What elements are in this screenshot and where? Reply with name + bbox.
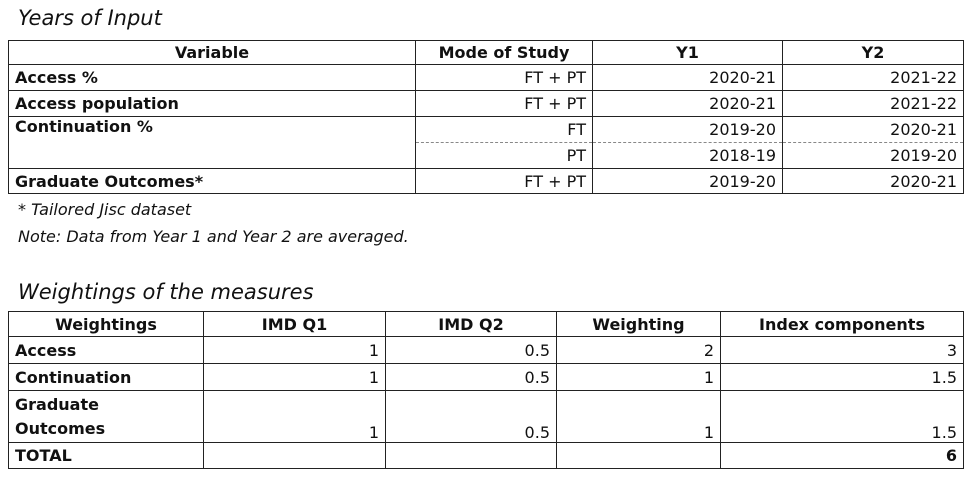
cell: Access population — [8, 90, 416, 117]
cell: 2019-20 — [592, 116, 783, 143]
cell: 1.5 — [720, 390, 964, 443]
cell: 0.5 — [385, 336, 557, 364]
cell: FT + PT — [415, 168, 593, 194]
cell — [556, 442, 721, 469]
cell — [385, 442, 557, 469]
cell: 2020-21 — [592, 64, 783, 91]
header-cell: Mode of Study — [415, 40, 593, 65]
cell: 1 — [203, 390, 386, 443]
header-cell: Variable — [8, 40, 416, 65]
cell: 2019-20 — [782, 142, 964, 169]
footnote: * Tailored Jisc dataset — [18, 200, 192, 219]
cell: 2021-22 — [782, 90, 964, 117]
cell: PT — [415, 142, 593, 169]
cell: Access — [8, 336, 204, 364]
cell — [203, 442, 386, 469]
cell: 6 — [720, 442, 964, 469]
cell: Graduate Outcomes — [8, 390, 204, 443]
header-cell: IMD Q1 — [203, 311, 386, 337]
note: Note: Data from Year 1 and Year 2 are av… — [18, 227, 409, 246]
header-cell: IMD Q2 — [385, 311, 557, 337]
cell: 1 — [203, 363, 386, 391]
section-title: Weightings of the measures — [18, 280, 314, 304]
cell: Access % — [8, 64, 416, 91]
cell: FT — [415, 116, 593, 143]
cell: FT + PT — [415, 64, 593, 91]
cell: 2020-21 — [782, 116, 964, 143]
header-cell: Weighting — [556, 311, 721, 337]
header-cell: Weightings — [8, 311, 204, 337]
cell: 1 — [556, 363, 721, 391]
cell: 2019-20 — [592, 168, 783, 194]
cell: Graduate Outcomes* — [8, 168, 416, 194]
cell: Continuation — [8, 363, 204, 391]
cell: FT + PT — [415, 90, 593, 117]
cell-text: Graduate Outcomes — [15, 394, 106, 438]
header-cell: Index components — [720, 311, 964, 337]
cell: 3 — [720, 336, 964, 364]
years-table: Variable Mode of Study Y1 Y2 Access % FT… — [8, 40, 964, 194]
cell: 2018-19 — [592, 142, 783, 169]
cell: 1.5 — [720, 363, 964, 391]
header-cell: Y1 — [592, 40, 783, 65]
cell: TOTAL — [8, 442, 204, 469]
section-title: Years of Input — [18, 6, 162, 30]
cell: 0.5 — [385, 390, 557, 443]
header-cell: Y2 — [782, 40, 964, 65]
weightings-table: Weightings IMD Q1 IMD Q2 Weighting Index… — [8, 311, 964, 469]
cell: 0.5 — [385, 363, 557, 391]
cell: 1 — [556, 390, 721, 443]
cell: 2 — [556, 336, 721, 364]
cell: 1 — [203, 336, 386, 364]
cell: Continuation % — [8, 116, 416, 169]
cell: 2020-21 — [782, 168, 964, 194]
cell: 2020-21 — [592, 90, 783, 117]
cell: 2021-22 — [782, 64, 964, 91]
